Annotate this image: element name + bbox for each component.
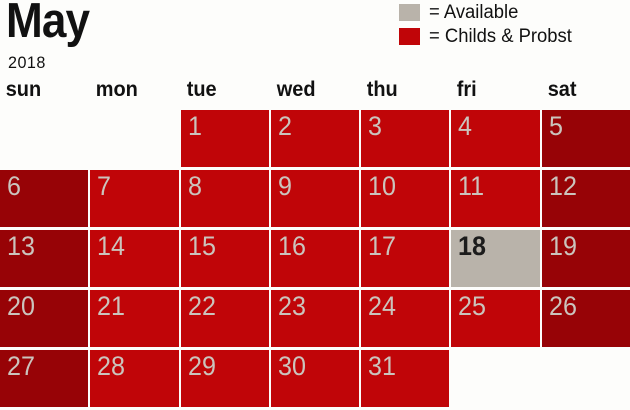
day-cell-9[interactable]: 9: [270, 170, 360, 227]
day-cell-29[interactable]: 29: [180, 350, 269, 407]
day-number: 30: [277, 351, 306, 381]
day-number: 19: [548, 231, 577, 261]
weekday-header-sun: sun: [5, 78, 42, 101]
day-cell-12[interactable]: 12: [541, 170, 630, 227]
day-number: 2: [277, 111, 292, 141]
day-cell-27[interactable]: 27: [0, 350, 89, 407]
day-cell-8[interactable]: 8: [180, 170, 269, 227]
available-swatch: [399, 4, 420, 21]
day-number: 20: [7, 291, 35, 321]
day-number: 6: [7, 171, 21, 201]
month-title: May: [6, 0, 90, 48]
day-cell-2[interactable]: 2: [270, 110, 360, 167]
weekday-header-tue: tue: [186, 78, 217, 101]
weekday-header-thu: thu: [366, 78, 398, 101]
day-number: 23: [277, 291, 306, 321]
day-number: 3: [368, 111, 383, 141]
day-number: 14: [97, 231, 126, 261]
day-cell-26[interactable]: 26: [541, 290, 630, 347]
day-number: 1: [187, 111, 202, 141]
weekday-header-mon: mon: [95, 78, 139, 101]
day-number: 27: [7, 351, 35, 381]
day-cell-6[interactable]: 6: [0, 170, 89, 227]
day-number: 17: [368, 231, 397, 261]
legend-item-available: = Available: [399, 1, 576, 23]
day-number: 18: [458, 231, 487, 261]
day-number: 22: [187, 291, 216, 321]
day-number: 5: [548, 111, 563, 141]
day-cell-15[interactable]: 15: [180, 230, 269, 287]
day-cell-14[interactable]: 14: [90, 230, 179, 287]
empty-cell: [451, 350, 539, 407]
legend: = Available = Childs & Probst: [399, 1, 576, 47]
day-number: 10: [368, 171, 397, 201]
day-number: 13: [7, 231, 35, 261]
day-cell-5[interactable]: 5: [541, 110, 630, 167]
day-number: 12: [548, 171, 577, 201]
day-cell-10[interactable]: 10: [361, 170, 450, 227]
day-cell-24[interactable]: 24: [361, 290, 450, 347]
day-number: 29: [187, 351, 216, 381]
legend-label-booked: = Childs & Probst: [429, 25, 572, 47]
day-cell-7[interactable]: 7: [90, 170, 179, 227]
day-cell-25[interactable]: 25: [451, 290, 540, 347]
legend-label-available: = Available: [429, 1, 519, 23]
day-cell-3[interactable]: 3: [361, 110, 450, 167]
day-cell-28[interactable]: 28: [90, 350, 179, 407]
day-cell-21[interactable]: 21: [90, 290, 179, 347]
day-cell-22[interactable]: 22: [180, 290, 269, 347]
day-cell-1[interactable]: 1: [180, 110, 269, 167]
day-cell-16[interactable]: 16: [270, 230, 360, 287]
day-cell-20[interactable]: 20: [0, 290, 89, 347]
day-number: 21: [97, 291, 126, 321]
day-number: 24: [368, 291, 397, 321]
day-cell-4[interactable]: 4: [451, 110, 540, 167]
empty-cell: [542, 350, 630, 407]
day-number: 26: [548, 291, 577, 321]
day-cell-31[interactable]: 31: [361, 350, 450, 407]
day-number: 16: [277, 231, 306, 261]
day-cell-30[interactable]: 30: [270, 350, 360, 407]
day-cell-17[interactable]: 17: [361, 230, 450, 287]
year-label: 2018: [8, 53, 46, 72]
day-cell-19[interactable]: 19: [541, 230, 630, 287]
day-number: 8: [187, 171, 202, 201]
day-number: 31: [368, 351, 397, 381]
day-number: 28: [97, 351, 126, 381]
weekday-header-wed: wed: [276, 78, 316, 101]
day-cell-23[interactable]: 23: [270, 290, 360, 347]
day-number: 4: [458, 111, 473, 141]
day-number: 15: [187, 231, 216, 261]
day-number: 7: [97, 171, 112, 201]
empty-cell: [0, 110, 88, 167]
day-number: 25: [458, 291, 487, 321]
empty-cell: [90, 110, 178, 167]
day-number: 9: [277, 171, 292, 201]
legend-item-booked: = Childs & Probst: [399, 25, 576, 47]
day-number: 11: [458, 171, 485, 201]
day-cell-13[interactable]: 13: [0, 230, 89, 287]
weekday-row: sun mon tue wed thu fri sat: [0, 78, 630, 102]
calendar-grid: 1 2 3 4 5 6 7 8 9 10 11 12 13 14 15 16 17 18 19 20 21 22 23 24 2…: [0, 110, 630, 407]
day-cell-11[interactable]: 11: [451, 170, 540, 227]
booked-swatch: [399, 28, 420, 45]
day-cell-18[interactable]: 18: [451, 230, 540, 287]
weekday-header-sat: sat: [547, 78, 577, 101]
weekday-header-fri: fri: [457, 78, 478, 101]
